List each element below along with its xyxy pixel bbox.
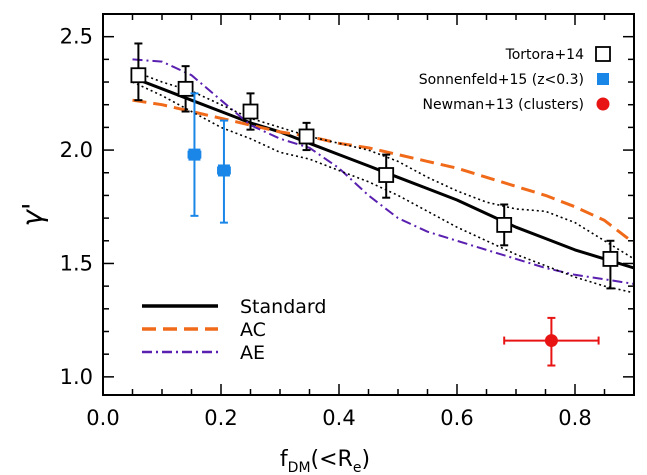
data-point	[177, 80, 194, 97]
x-tick-label: 0.0	[86, 406, 119, 430]
data-point	[496, 217, 513, 233]
x-axis-title-sub: DM	[288, 460, 311, 475]
data-point	[188, 148, 201, 161]
x-axis-title: fDM(<Re)	[280, 447, 370, 475]
legend-point-label: Tortora+14	[505, 47, 585, 63]
data-point	[602, 251, 619, 267]
x-tick-label: 0.2	[204, 406, 237, 430]
legend-point-marker	[596, 97, 610, 111]
x-tick-label: 0.8	[558, 406, 591, 430]
data-point	[544, 334, 558, 348]
y-tick-label: 1.5	[60, 251, 93, 275]
x-axis-title-close: )	[361, 447, 370, 472]
tick-labels: 0.0 0.2 0.4 0.6 0.8 1.0 1.5 2.0 2.5	[60, 25, 592, 430]
y-axis-title: γ'	[16, 202, 49, 226]
y-tick-label: 2.0	[60, 138, 93, 162]
x-tick-label: 0.4	[322, 406, 355, 430]
legend-point-label: Sonnenfeld+15 (z<0.3)	[419, 72, 584, 88]
data-point	[242, 103, 259, 120]
series-line-ae	[132, 58, 635, 285]
y-tick-label: 1.0	[60, 365, 93, 389]
legend-point-marker	[597, 73, 609, 85]
legend-points: Tortora+14 Sonnenfeld+15 (z<0.3) Newman+13…	[419, 46, 611, 113]
x-axis-title-paren: (<R	[311, 447, 353, 472]
x-axis-title-main: f	[280, 447, 289, 472]
plot-content	[130, 42, 635, 367]
axis-ticks	[102, 14, 635, 395]
data-point	[298, 128, 315, 145]
y-tick-label: 2.5	[60, 25, 93, 49]
legend-line-label: Standard	[240, 296, 326, 318]
legend-point-marker	[595, 46, 611, 62]
x-tick-label: 0.6	[440, 406, 473, 430]
data-point	[378, 167, 395, 183]
series-line-band-4	[132, 81, 635, 294]
legend-line-label: AC	[240, 319, 266, 341]
legend-point-label: Newman+13 (clusters)	[423, 97, 584, 113]
data-point	[217, 164, 230, 177]
data-point	[130, 67, 147, 84]
series-line-band-3	[132, 69, 635, 260]
legend-line-label: AE	[240, 342, 265, 364]
series-line-ac	[132, 98, 635, 245]
x-axis-title-sub2: e	[353, 460, 362, 475]
